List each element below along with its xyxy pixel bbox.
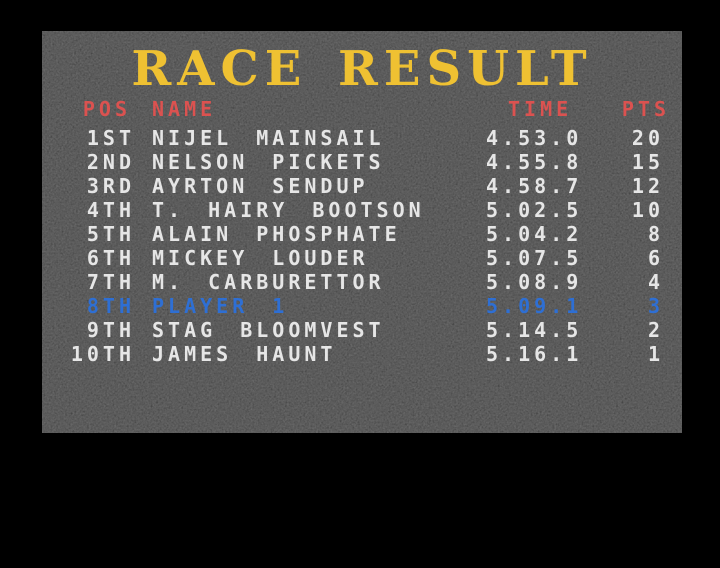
page-title: RACE RESULT [131,41,593,97]
row-driver-name: MICKEY LOUDER [152,246,369,270]
row-position: 1ST [86,126,135,150]
row-position: 6TH [86,246,135,270]
row-points: 10 [631,198,664,222]
row-position: 10TH [70,342,135,366]
row-driver-name: STAG BLOOMVEST [152,318,385,342]
row-driver-name: PLAYER 1 [152,294,289,318]
row-points: 2 [647,318,664,342]
row-time: 4.55.8 [486,150,583,174]
table-row: 7TH M. CARBURETTOR 5.08.9 4 [42,270,682,294]
row-time: 4.53.0 [486,126,583,150]
row-driver-name: NIJEL MAINSAIL [152,126,385,150]
table-header: POS NAME TIME PTS [42,97,682,121]
row-time: 4.58.7 [486,174,583,198]
table-row: 3RD AYRTON SENDUP 4.58.7 12 [42,174,682,198]
table-row: 10TH JAMES HAUNT 5.16.1 1 [42,342,682,366]
row-time: 5.02.5 [486,198,583,222]
header-pos: POS [82,97,131,121]
row-points: 4 [647,270,664,294]
row-time: 5.07.5 [486,246,583,270]
row-points: 3 [647,294,664,318]
row-points: 20 [631,126,664,150]
table-row: 8TH PLAYER 1 5.09.1 3 [42,294,682,318]
row-position: 2ND [86,150,135,174]
row-position: 4TH [86,198,135,222]
row-position: 3RD [86,174,135,198]
row-driver-name: AYRTON SENDUP [152,174,369,198]
header-pts: PTS [621,97,670,121]
row-points: 8 [647,222,664,246]
row-points: 12 [631,174,664,198]
row-time: 5.08.9 [486,270,583,294]
noise-texture [42,31,682,433]
table-row: 4TH T. HAIRY BOOTSON 5.02.5 10 [42,198,682,222]
results-table: 1ST NIJEL MAINSAIL 4.53.0 20 2ND NELSON … [42,31,682,433]
row-points: 1 [647,342,664,366]
row-position: 8TH [86,294,135,318]
table-row: 1ST NIJEL MAINSAIL 4.53.0 20 [42,126,682,150]
row-time: 5.09.1 [486,294,583,318]
header-name: NAME [152,97,217,121]
table-row: 2ND NELSON PICKETS 4.55.8 15 [42,150,682,174]
header-time: TIME [508,97,573,121]
row-time: 5.04.2 [486,222,583,246]
row-position: 7TH [86,270,135,294]
row-time: 5.16.1 [486,342,583,366]
row-driver-name: JAMES HAUNT [152,342,337,366]
row-driver-name: T. HAIRY BOOTSON [152,198,425,222]
row-points: 15 [631,150,664,174]
race-result-panel: RACE RESULT POS NAME TIME PTS 1ST NIJEL … [42,31,682,433]
row-driver-name: M. CARBURETTOR [152,270,385,294]
table-row: 9TH STAG BLOOMVEST 5.14.5 2 [42,318,682,342]
table-row: 5TH ALAIN PHOSPHATE 5.04.2 8 [42,222,682,246]
row-driver-name: NELSON PICKETS [152,150,385,174]
row-driver-name: ALAIN PHOSPHATE [152,222,401,246]
table-row: 6TH MICKEY LOUDER 5.07.5 6 [42,246,682,270]
row-position: 9TH [86,318,135,342]
row-time: 5.14.5 [486,318,583,342]
row-points: 6 [647,246,664,270]
row-position: 5TH [86,222,135,246]
